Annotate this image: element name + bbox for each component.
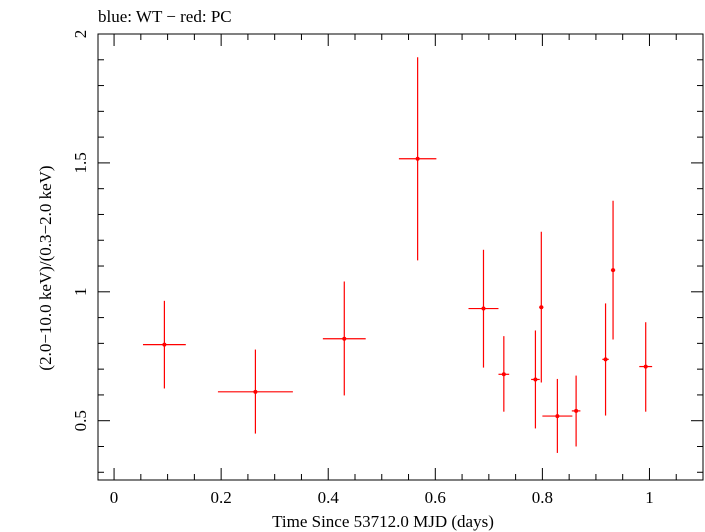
x-tick-label: 0 — [110, 488, 119, 507]
x-tick-label: 1 — [645, 488, 654, 507]
point-marker — [253, 389, 258, 394]
y-tick-label: 0.5 — [71, 410, 90, 431]
x-tick-label: 0.4 — [318, 488, 340, 507]
axis-ticks: 0 0.2 0.4 0.6 0.8 1 0.5 1 1.5 2 — [71, 30, 704, 507]
data-points — [142, 57, 653, 453]
point-marker — [501, 372, 506, 377]
point-marker — [643, 364, 648, 369]
chart-title: blue: WT − red: PC — [98, 7, 232, 26]
data-point — [602, 303, 609, 416]
data-point — [322, 281, 366, 396]
plot-frame — [97, 33, 704, 481]
y-tick-label: 2 — [71, 30, 90, 39]
point-marker — [555, 414, 560, 419]
data-point — [498, 336, 510, 412]
y-tick-label: 1 — [71, 288, 90, 297]
point-marker — [342, 336, 347, 341]
point-marker — [574, 408, 579, 413]
point-marker — [539, 305, 544, 310]
data-point — [468, 249, 499, 368]
x-tick-label: 0.6 — [425, 488, 446, 507]
point-marker — [611, 268, 616, 273]
x-tick-label: 0.2 — [211, 488, 232, 507]
data-point — [571, 375, 581, 447]
data-point — [531, 330, 540, 429]
data-point — [610, 200, 616, 340]
data-point — [639, 322, 653, 412]
y-axis-label: (2.0−10.0 keV)/(0.3−2.0 keV) — [36, 165, 55, 370]
y-tick-label: 1.5 — [71, 152, 90, 173]
data-point — [542, 378, 573, 453]
point-marker — [481, 306, 486, 311]
data-point — [398, 57, 437, 261]
data-point — [217, 349, 293, 434]
data-point — [539, 231, 544, 383]
data-point — [142, 300, 186, 389]
x-axis-label: Time Since 53712.0 MJD (days) — [272, 512, 494, 531]
x-tick-label: 0.8 — [532, 488, 553, 507]
point-marker — [415, 156, 420, 161]
point-marker — [603, 357, 608, 362]
point-marker — [162, 342, 167, 347]
point-marker — [533, 377, 538, 382]
